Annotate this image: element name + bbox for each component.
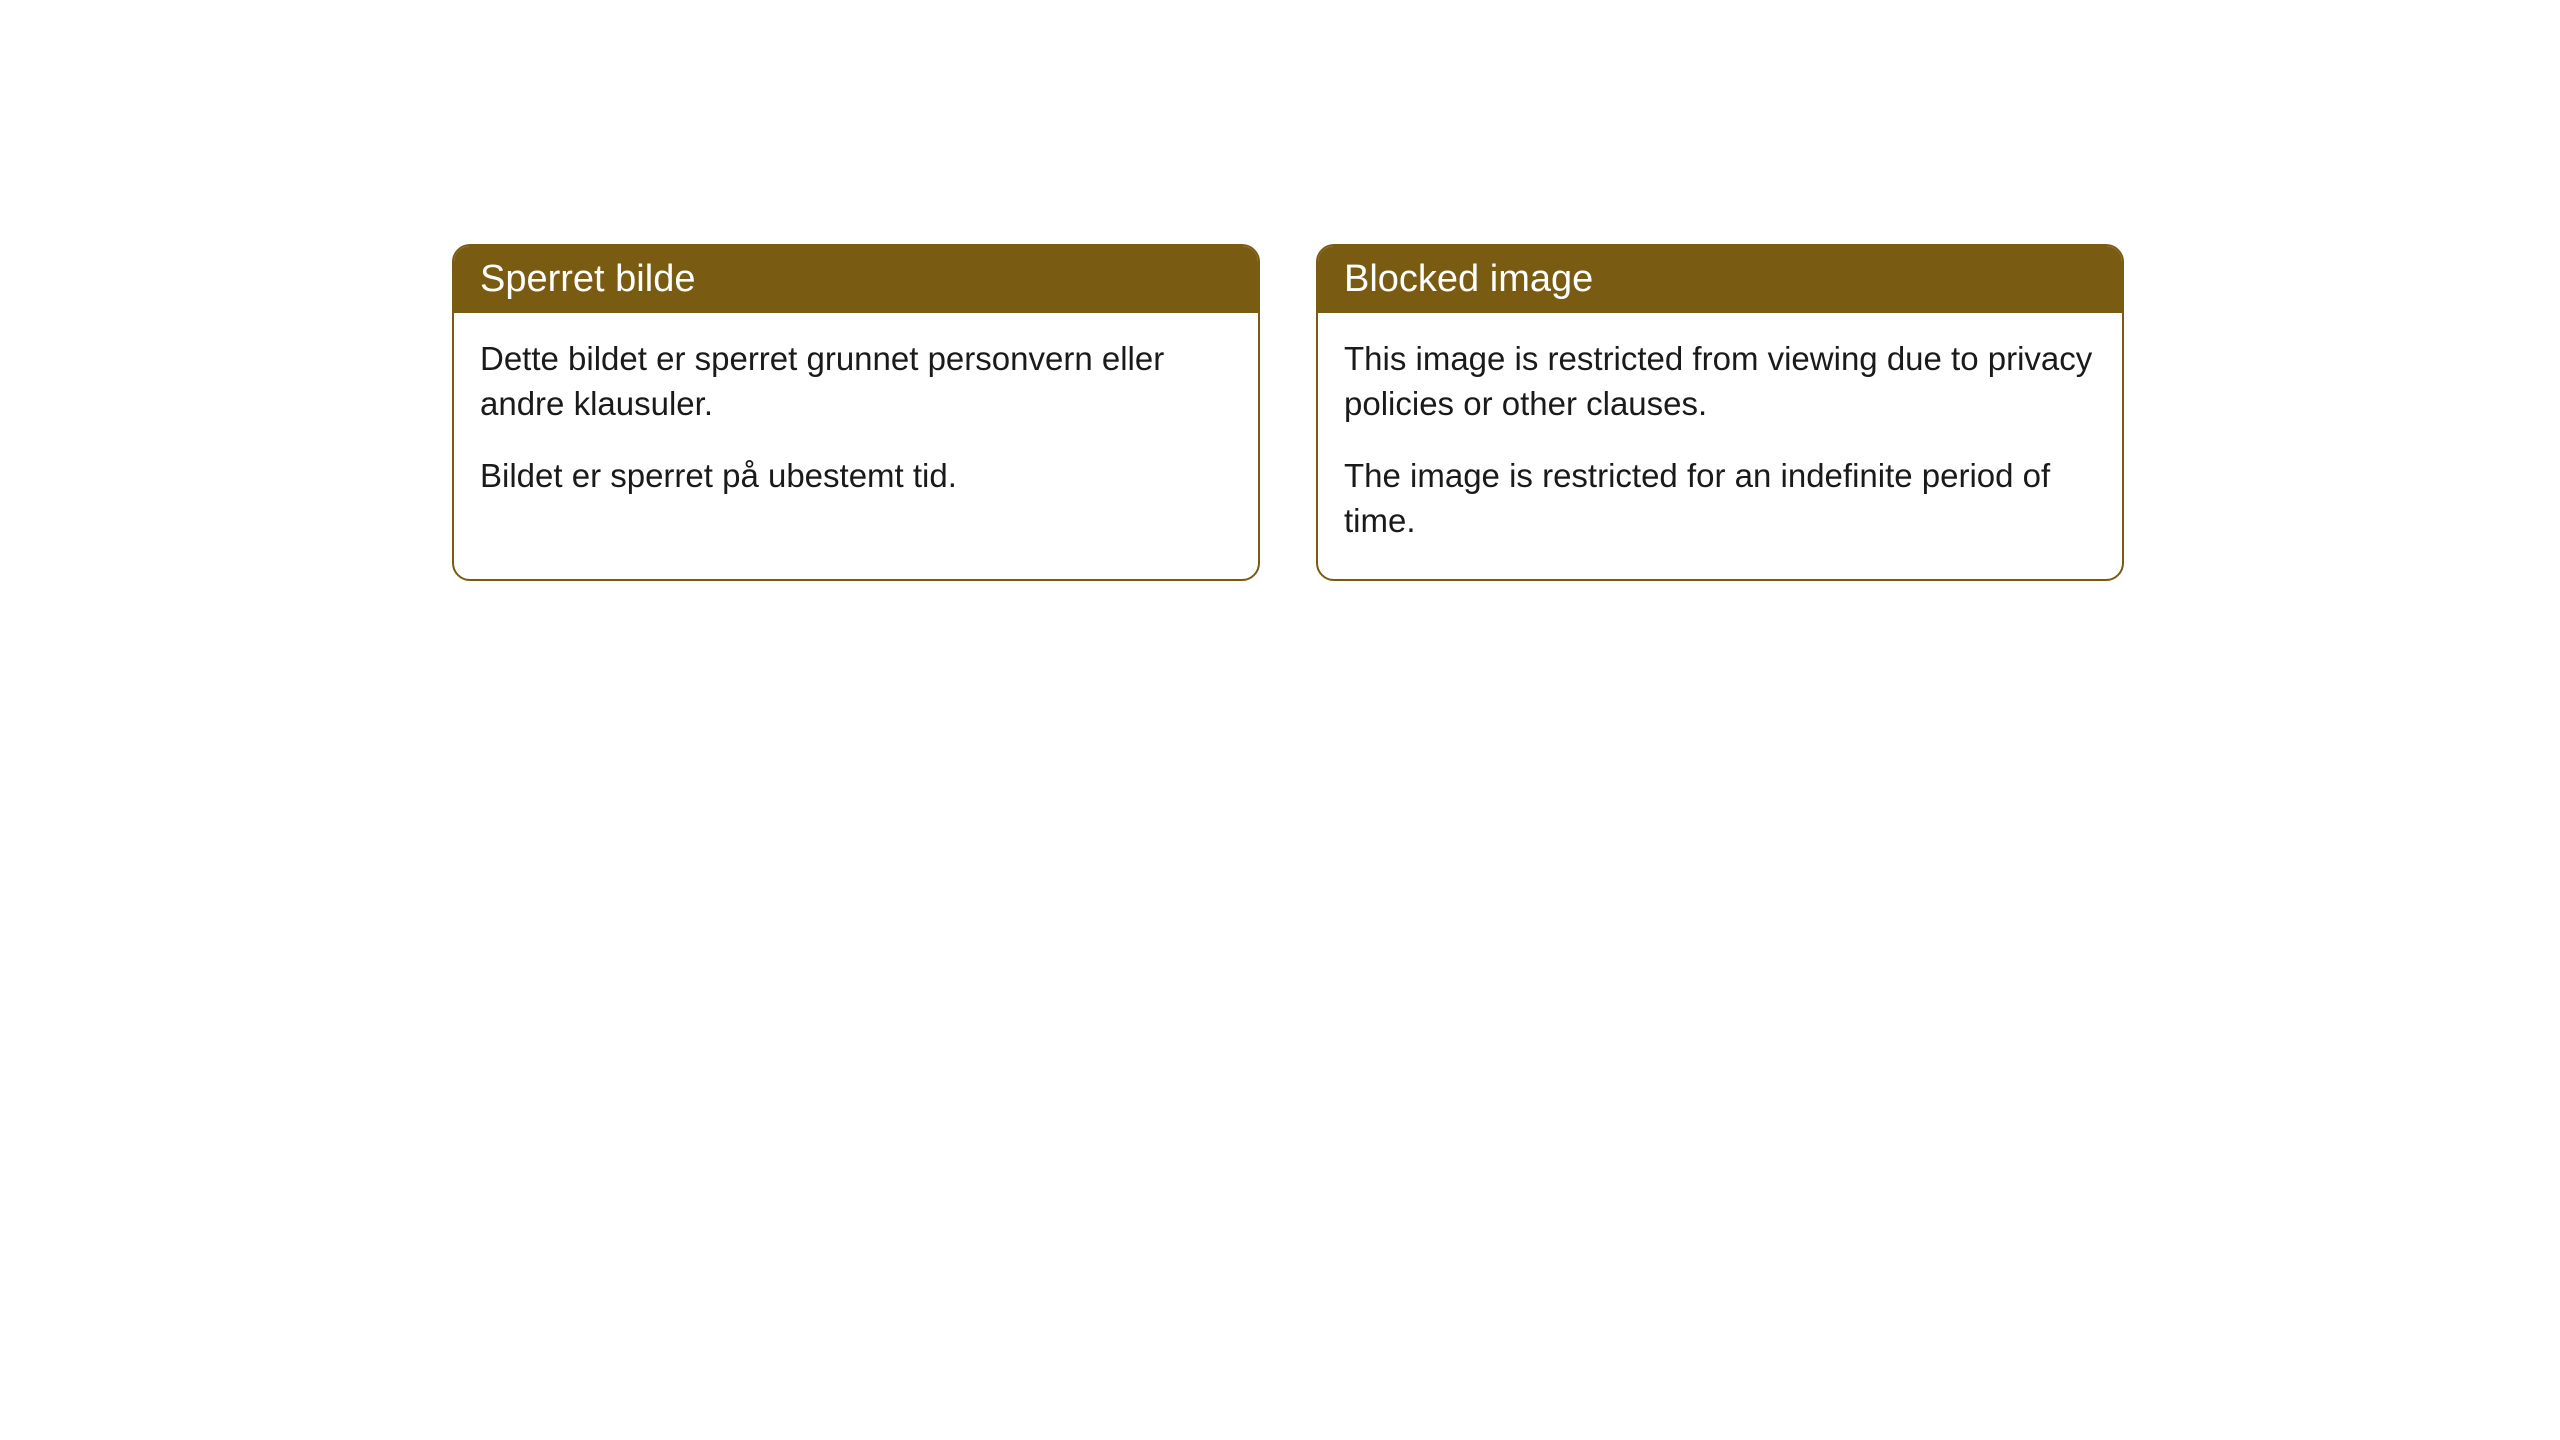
card-paragraph-2: Bildet er sperret på ubestemt tid. [480,454,1232,499]
blocked-image-card-norwegian: Sperret bilde Dette bildet er sperret gr… [452,244,1260,581]
card-paragraph-1: This image is restricted from viewing du… [1344,337,2096,426]
card-header: Blocked image [1318,246,2122,313]
cards-container: Sperret bilde Dette bildet er sperret gr… [452,244,2124,581]
blocked-image-card-english: Blocked image This image is restricted f… [1316,244,2124,581]
card-paragraph-1: Dette bildet er sperret grunnet personve… [480,337,1232,426]
card-header: Sperret bilde [454,246,1258,313]
card-paragraph-2: The image is restricted for an indefinit… [1344,454,2096,543]
card-body: This image is restricted from viewing du… [1318,313,2122,579]
card-body: Dette bildet er sperret grunnet personve… [454,313,1258,535]
